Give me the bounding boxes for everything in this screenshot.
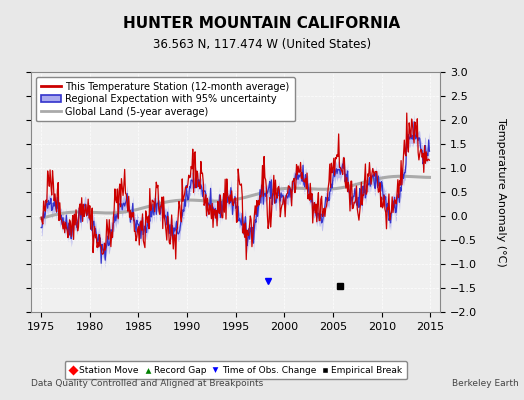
Text: Data Quality Controlled and Aligned at Breakpoints: Data Quality Controlled and Aligned at B… xyxy=(31,379,264,388)
Text: HUNTER MOUNTAIN CALIFORNIA: HUNTER MOUNTAIN CALIFORNIA xyxy=(124,16,400,31)
Text: 36.563 N, 117.474 W (United States): 36.563 N, 117.474 W (United States) xyxy=(153,38,371,51)
Y-axis label: Temperature Anomaly (°C): Temperature Anomaly (°C) xyxy=(496,118,507,266)
Text: Berkeley Earth: Berkeley Earth xyxy=(452,379,519,388)
Legend: Station Move, Record Gap, Time of Obs. Change, Empirical Break: Station Move, Record Gap, Time of Obs. C… xyxy=(64,362,407,380)
